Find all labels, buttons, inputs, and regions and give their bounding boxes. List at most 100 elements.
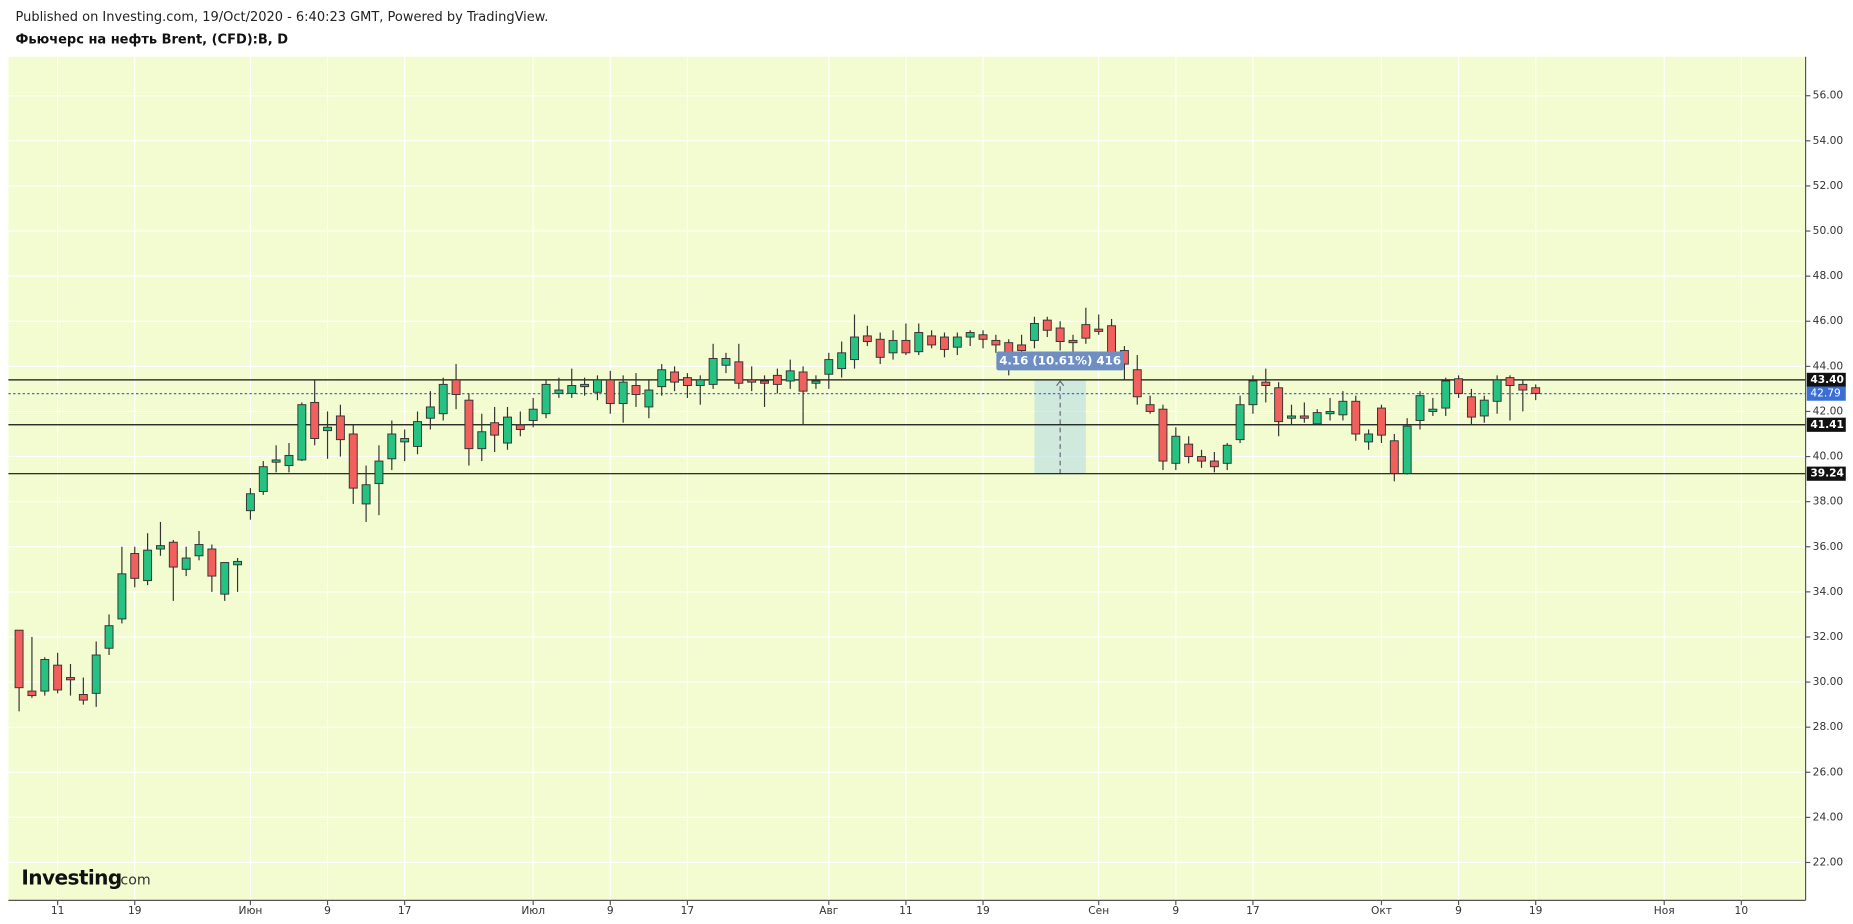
candle-body (1441, 380, 1451, 409)
candle-body (220, 562, 230, 595)
candle-body (695, 379, 705, 386)
y-tick-label: 44.00 (1813, 359, 1844, 372)
candle-body (1222, 444, 1232, 464)
candle-body (130, 553, 140, 579)
candle-body (413, 421, 422, 447)
candle-body (1261, 381, 1271, 386)
candle-body (91, 654, 101, 694)
candle-body (721, 357, 731, 366)
chart-layer: 22.00 24.00 26.00 28.00 30.00 32.00 34.00 36.00… (8, 56, 1846, 917)
candle-body (772, 374, 782, 385)
candle-body (1492, 379, 1502, 402)
y-tick-label: 42.00 (1813, 404, 1844, 417)
candle-body (1312, 412, 1322, 425)
y-tick-label: 34.00 (1813, 585, 1844, 598)
candle-body (875, 338, 885, 358)
candle-body (824, 359, 834, 375)
measure-label-box (996, 351, 1124, 371)
y-tick-label: 28.00 (1813, 720, 1844, 733)
candle-body (143, 549, 153, 582)
candle-body (155, 545, 165, 550)
candle-body (554, 389, 564, 394)
candle-body (1325, 410, 1335, 415)
candle-body (1415, 395, 1425, 421)
candle-body (323, 426, 332, 432)
candle-body (78, 694, 88, 701)
candle-body (1338, 400, 1348, 416)
candle-body (1158, 408, 1168, 462)
candle-body (1287, 415, 1296, 419)
x-tick-label: 9 (1172, 904, 1179, 917)
price-tag-label: 43.40 (1810, 373, 1844, 386)
candle-body (490, 422, 500, 436)
candle-body (1042, 319, 1052, 331)
candle-body (1132, 369, 1142, 398)
last-price-tag (1806, 386, 1846, 401)
candle-body (1184, 443, 1194, 458)
x-tick-label: 17 (1246, 904, 1260, 917)
candle-body (862, 335, 872, 343)
candle-body (181, 557, 191, 570)
last-price-tag-label: 42.79 (1810, 387, 1841, 400)
y-tick-label: 32.00 (1813, 630, 1844, 643)
candle-body (605, 379, 615, 405)
y-tick-label: 40.00 (1813, 450, 1844, 463)
candle-body (1428, 408, 1438, 412)
candle-body (901, 339, 911, 354)
price-tag-label: 39.24 (1810, 467, 1844, 480)
candle-body (1081, 324, 1091, 339)
candle-body (580, 383, 590, 388)
y-tick-label: 26.00 (1813, 765, 1844, 778)
candle-body (1454, 378, 1464, 394)
candle-body (451, 379, 461, 396)
candle-body (670, 371, 680, 383)
candle-body (991, 339, 1001, 346)
candle-body (1171, 435, 1181, 464)
y-tick-label: 54.00 (1813, 134, 1844, 147)
candle-body (1209, 460, 1219, 468)
x-tick-label: 11 (51, 904, 65, 917)
x-tick-label: 9 (607, 904, 614, 917)
y-tick-label: 30.00 (1813, 675, 1844, 688)
candle-body (40, 659, 50, 692)
candle-body (194, 544, 204, 557)
candle-body (798, 371, 808, 392)
candle-body (644, 389, 654, 408)
y-tick-label: 38.00 (1813, 495, 1844, 508)
candle-body (1531, 387, 1541, 394)
candle-body (1107, 325, 1117, 355)
candle-body (914, 332, 924, 353)
candle-body (245, 493, 255, 512)
candle-body (117, 573, 127, 620)
candle-body (233, 560, 243, 566)
candle-body (53, 664, 63, 691)
candle-body (425, 406, 435, 419)
x-tick-label: Июн (239, 904, 263, 917)
candle-body (1094, 328, 1104, 332)
candle-body (1248, 380, 1258, 406)
candle-body (618, 381, 628, 405)
candle-body (837, 352, 847, 370)
candle-body (1197, 456, 1206, 462)
candle-body (438, 383, 448, 415)
candle-body (1505, 377, 1515, 386)
y-tick-label: 56.00 (1813, 89, 1844, 102)
candle-body (1364, 433, 1374, 443)
candle-body (310, 401, 320, 439)
candle-body (734, 361, 744, 384)
x-tick-label: Ноя (1654, 904, 1675, 917)
y-tick-label: 24.00 (1813, 810, 1844, 823)
y-tick-label: 52.00 (1813, 179, 1844, 192)
candle-body (1055, 327, 1065, 343)
candle-body (1479, 399, 1489, 417)
y-tick-label: 46.00 (1813, 314, 1844, 327)
price-tag (1806, 417, 1846, 432)
candle-body (978, 334, 988, 340)
candle-body (168, 541, 178, 568)
candle-body (708, 357, 718, 385)
candle-body (747, 379, 757, 383)
candle-body (1145, 404, 1155, 412)
x-tick-label: 11 (899, 904, 913, 917)
